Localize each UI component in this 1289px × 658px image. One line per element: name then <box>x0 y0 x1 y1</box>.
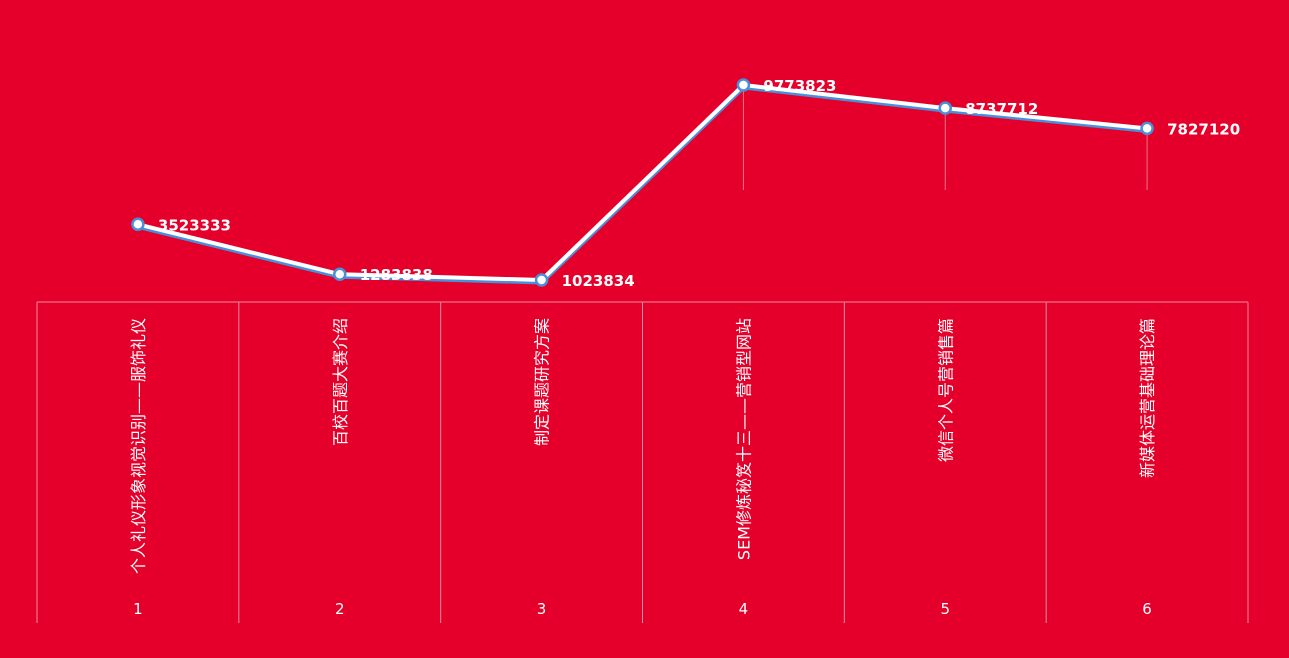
category-numbers: 1 2 3 4 5 6 <box>133 600 1152 618</box>
category-label: 制定课题研究方案 <box>533 318 552 446</box>
data-point-markers <box>131 78 1154 287</box>
data-point[interactable] <box>534 273 549 287</box>
data-value-label: 7827120 <box>1167 120 1240 138</box>
data-value-label: 9773823 <box>763 77 836 95</box>
category-number: 5 <box>940 600 950 618</box>
category-number: 2 <box>335 600 345 618</box>
data-value-label: 3523333 <box>158 216 231 234</box>
category-label: 个人礼仪形象视觉识别——服饰礼仪 <box>129 318 148 574</box>
table-grid <box>36 301 1249 623</box>
data-value-labels: 3523333 1283838 1023834 9773823 8737712 78271… <box>158 77 1240 290</box>
series-line <box>135 83 1150 282</box>
drop-lines <box>742 91 1148 190</box>
data-point[interactable] <box>938 101 952 115</box>
category-number: 4 <box>739 600 749 618</box>
data-point[interactable] <box>131 217 145 232</box>
category-label: 百校百题大赛介绍 <box>331 318 350 446</box>
category-labels: 个人礼仪形象视觉识别——服饰礼仪 百校百题大赛介绍 制定课题研究方案 SEM修炼秘笈十… <box>129 318 1157 574</box>
data-point[interactable] <box>736 78 751 92</box>
data-value-label: 8737712 <box>965 100 1038 118</box>
data-point[interactable] <box>1140 121 1154 136</box>
data-point[interactable] <box>333 267 347 281</box>
data-value-label: 1023834 <box>562 272 635 290</box>
series-line-group <box>135 83 1150 285</box>
category-label: 微信个人号营销售篇 <box>936 318 955 462</box>
category-number: 1 <box>133 600 143 618</box>
data-value-label: 1283838 <box>360 266 433 284</box>
category-number: 3 <box>537 600 547 618</box>
category-label: SEM修炼秘笈十三——营销型网站 <box>734 318 753 560</box>
category-number: 6 <box>1142 600 1152 618</box>
category-label: 新媒体运营基础理论篇 <box>1138 318 1157 478</box>
